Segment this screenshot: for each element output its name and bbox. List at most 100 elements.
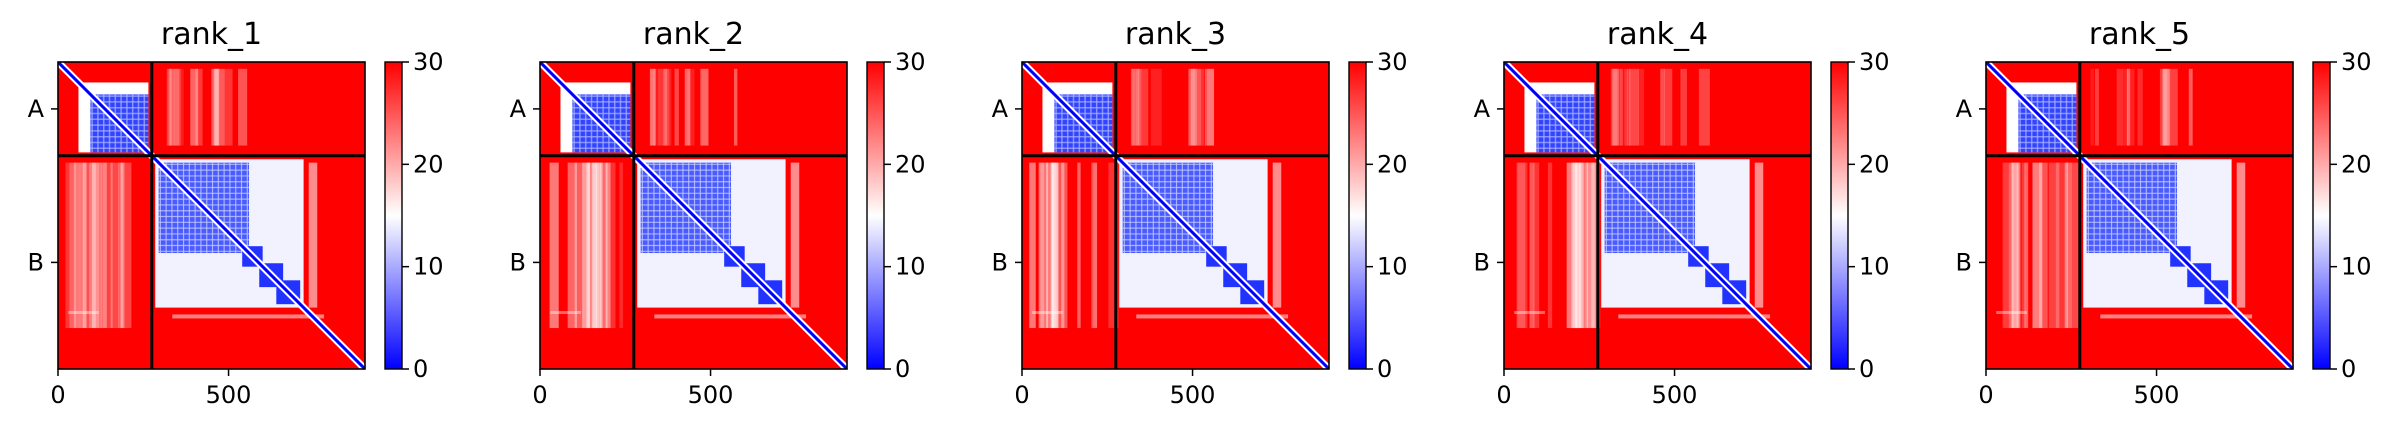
inter-chain-stripe [606,162,616,329]
inter-chain-stripe [190,68,199,146]
inter-chain-stripe [650,68,656,146]
inter-chain-stripe [582,162,589,329]
x-tick-label: 0 [1014,381,1029,409]
inter-chain-stripe [1618,314,1771,319]
inter-chain-stripe [120,162,132,329]
inter-chain-stripe [1135,68,1140,146]
inter-chain-stripe [238,68,248,146]
inter-chain-stripe [1130,68,1136,146]
inter-chain-stripe [1680,68,1687,146]
colorbar [867,62,884,369]
inter-chain-stripe [663,68,672,146]
inter-chain-stripe [2011,162,2019,329]
colorbar-tick-label: 30 [1859,48,1890,76]
inter-chain-stripe [211,68,220,146]
chain-b-stripe [308,162,318,308]
inter-chain-stripe [653,68,658,146]
colorbar-tick-label: 0 [413,355,428,383]
colorbar-tick-label: 10 [895,253,926,281]
colorbar-frame [1830,61,1849,370]
inter-chain-stripe [2127,68,2131,146]
inter-chain-stripe [1516,162,1526,329]
colorbar-tick-label: 30 [1377,48,1408,76]
inter-chain-stripe [2016,162,2021,329]
inter-chain-stripe [68,311,99,315]
x-tick-label: 0 [1496,381,1511,409]
inter-chain-stripe [1629,68,1639,146]
inter-chain-stripe [1572,162,1581,329]
colorbar [2313,62,2330,369]
inter-chain-stripe [1547,162,1553,329]
inter-chain-stripe [1578,162,1588,329]
colorbar-frame [866,61,885,370]
y-tick-label: A [1474,95,1491,123]
inter-chain-stripe [2116,68,2124,146]
heatmap-matrix [540,62,847,369]
inter-chain-stripe [2137,68,2143,146]
colorbar-tick-label: 10 [2341,253,2372,281]
inter-chain-stripe [1132,68,1139,146]
inter-chain-stripe [2024,162,2029,329]
inter-chain-stripe [1619,68,1624,146]
heatmap-matrix [58,62,365,369]
inter-chain-stripe [2188,68,2193,146]
x-tick-label: 500 [688,381,734,409]
inter-chain-stripe [1204,68,1215,146]
x-tick-label: 0 [50,381,65,409]
inter-chain-stripe [1586,162,1599,329]
inter-chain-stripe [2126,68,2135,146]
colorbar-tick-label: 0 [1859,355,1874,383]
heatmap-panel-2: rank_2 0 500 A B 0 10 20 30 [510,17,926,409]
inter-chain-stripe [213,68,219,146]
inter-chain-stripe [699,68,709,146]
inter-chain-stripe [574,162,584,329]
y-tick-label: A [28,95,45,123]
inter-chain-stripe [1136,314,1289,319]
inter-chain-stripe [166,68,172,146]
inter-chain-stripe [1566,162,1578,329]
inter-chain-stripe [223,68,233,146]
inter-chain-stripe [1207,68,1215,146]
inter-chain-stripe [2159,68,2171,146]
inter-chain-stripe [1591,162,1601,329]
y-tick-label: B [1956,248,1972,276]
inter-chain-stripe [595,162,603,329]
inter-chain-stripe [1611,68,1621,146]
chain-b-stripe [1754,162,1764,308]
colorbar-tick-label: 10 [1859,253,1890,281]
inter-chain-stripe [1188,68,1198,146]
inter-chain-stripe [1612,68,1620,146]
colorbar-tick-label: 0 [1377,355,1392,383]
inter-chain-stripe [78,162,84,329]
inter-chain-stripe [1529,162,1535,329]
inter-chain-stripe [1664,68,1673,146]
colorbar [385,62,402,369]
inter-chain-stripe [657,68,668,146]
inter-chain-stripe [1627,68,1631,146]
colorbar-frame [384,61,403,370]
panel-title: rank_1 [161,17,262,52]
chain-b-stripe [2236,162,2246,308]
inter-chain-stripe [687,68,695,146]
colorbar-tick-label: 30 [2341,48,2372,76]
inter-chain-stripe [89,162,100,329]
inter-chain-stripe [1051,162,1056,329]
panel-title: rank_4 [1607,17,1708,52]
inter-chain-stripe [605,162,611,329]
inter-chain-stripe [1138,68,1149,146]
inter-chain-stripe [119,162,125,329]
colorbar-frame [1348,61,1367,370]
inter-chain-stripe [2002,162,2014,329]
inter-chain-stripe [73,162,85,329]
inter-chain-stripe [583,162,590,329]
heatmap-frame [1021,61,1330,370]
diagonal [1504,62,1811,369]
inter-chain-stripe [1091,162,1098,329]
colorbar-tick-label: 30 [413,48,444,76]
inter-chain-stripe [2065,162,2073,329]
inter-chain-stripe [654,314,807,319]
inter-chain-stripe [2170,68,2178,146]
inter-chain-stripe [1029,162,1036,329]
inter-chain-stripe [65,162,77,329]
inter-chain-stripe [2008,162,2021,329]
